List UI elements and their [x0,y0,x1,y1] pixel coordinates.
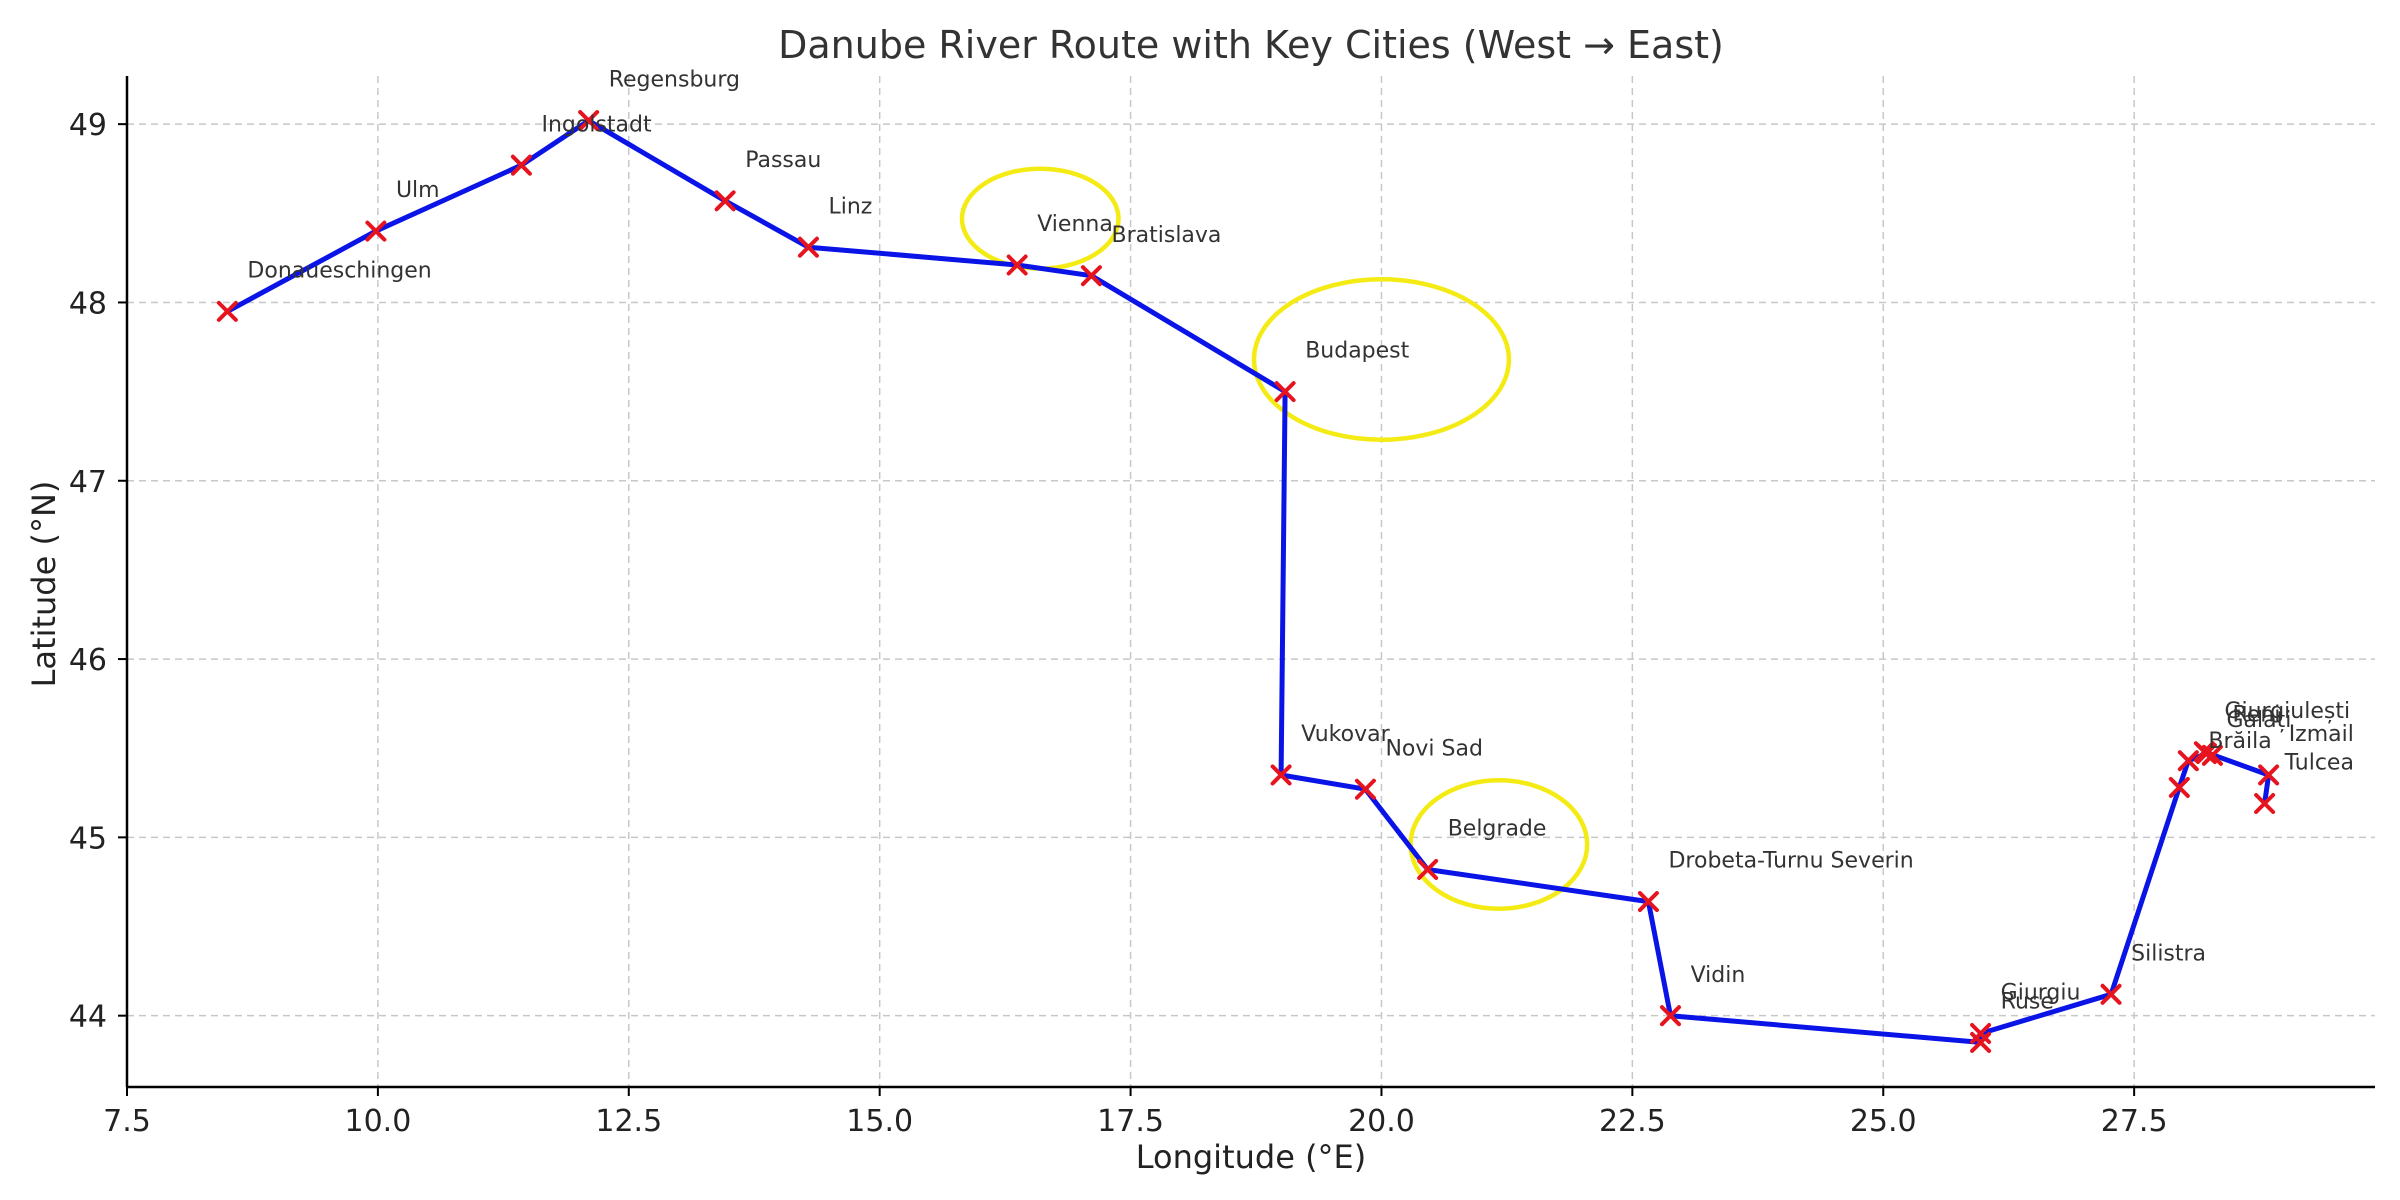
x-tick-label: 12.5 [595,1104,662,1139]
city-marker-c-l-ra-i [2168,776,2190,798]
city-marker-donaueschingen [216,300,238,322]
city-label: Belgrade [1448,817,1547,842]
city-marker-izmail [2258,764,2280,786]
y-axis-label: Latitude (°N) [25,481,63,688]
city-label: Ulm [396,178,440,203]
city-marker-novi-sad [1354,778,1376,800]
highlight-circles [959,166,1590,911]
city-label: Silistra [2131,941,2206,966]
city-labels: Donaueschingen Ulm Ingolstadt Regensburg Pas… [247,68,2354,1015]
city-label: Ingolstadt [541,112,652,137]
city-markers [216,110,2280,1053]
x-tick-label: 10.0 [344,1104,411,1139]
city-marker-ingolstadt [510,154,532,176]
city-marker-giurgiu [1970,1023,1992,1045]
city-label: Vienna [1037,212,1113,237]
x-tick-label: 15.0 [846,1104,913,1139]
city-marker-vidin [1659,1005,1681,1027]
city-label: Linz [828,194,872,219]
city-marker-budapest [1274,381,1296,403]
y-tick-label: 47 [69,465,107,500]
ticks: 7.5 10.0 12.5 15.0 17.5 20.0 22.5 25.0 27.5 44 45 4… [69,108,2168,1139]
city-marker-belgrade [1417,858,1439,880]
city-label: Izmail [2289,722,2354,747]
city-marker-silistra [2100,983,2122,1005]
city-label: Bratislava [1112,223,1222,248]
x-tick-label: 17.5 [1097,1104,1164,1139]
city-marker-giurgiule-ti [2193,741,2215,763]
city-marker-passau [714,190,736,212]
city-marker-ulm [365,220,387,242]
city-label: Passau [745,148,821,173]
x-axis-label: Longitude (°E) [1136,1138,1367,1176]
city-label: Giurgiulești [2224,699,2350,724]
x-tick-label: 27.5 [2101,1104,2168,1139]
grid [126,76,2375,1087]
x-tick-label: 25.0 [1850,1104,1917,1139]
city-label: Brăila [2208,729,2271,754]
city-label: Donaueschingen [247,258,431,283]
chart-title: Danube River Route with Key Cities (West… [778,23,1724,67]
city-label: Galați [2226,708,2291,733]
city-label: Budapest [1305,339,1409,364]
city-label: Vukovar [1301,722,1390,747]
city-marker-vienna [1006,254,1028,276]
city-label: Vidin [1691,963,1746,988]
y-tick-label: 45 [69,821,107,856]
river-route-line [226,118,2272,1045]
city-marker-bratislava [1080,265,1102,287]
x-tick-label: 22.5 [1599,1104,1666,1139]
x-tick-label: 7.5 [103,1104,151,1139]
city-label: Giurgiu [2001,981,2081,1006]
y-tick-label: 49 [69,108,107,143]
y-tick-label: 48 [69,286,107,321]
x-tick-label: 20.0 [1348,1104,1415,1139]
city-marker-linz [797,236,819,258]
city-label: Regensburg [609,68,740,93]
y-tick-label: 46 [69,643,107,678]
y-tick-label: 44 [69,1000,107,1035]
axes [125,76,2375,1089]
city-marker-drobeta-turnu-severin [1637,891,1659,913]
city-label: Drobeta-Turnu Severin [1668,849,1913,874]
city-marker-regensburg [578,110,600,132]
city-label: Ruse [2001,990,2054,1015]
city-label: Tulcea [2284,751,2354,776]
city-marker-br-ila [2177,750,2199,772]
highlight-circle-budapest [1251,277,1512,442]
city-label: Novi Sad [1385,736,1482,761]
city-label: Reni [2232,702,2280,727]
city-marker-vukovar [1270,764,1292,786]
city-marker-tulcea [2254,792,2276,814]
